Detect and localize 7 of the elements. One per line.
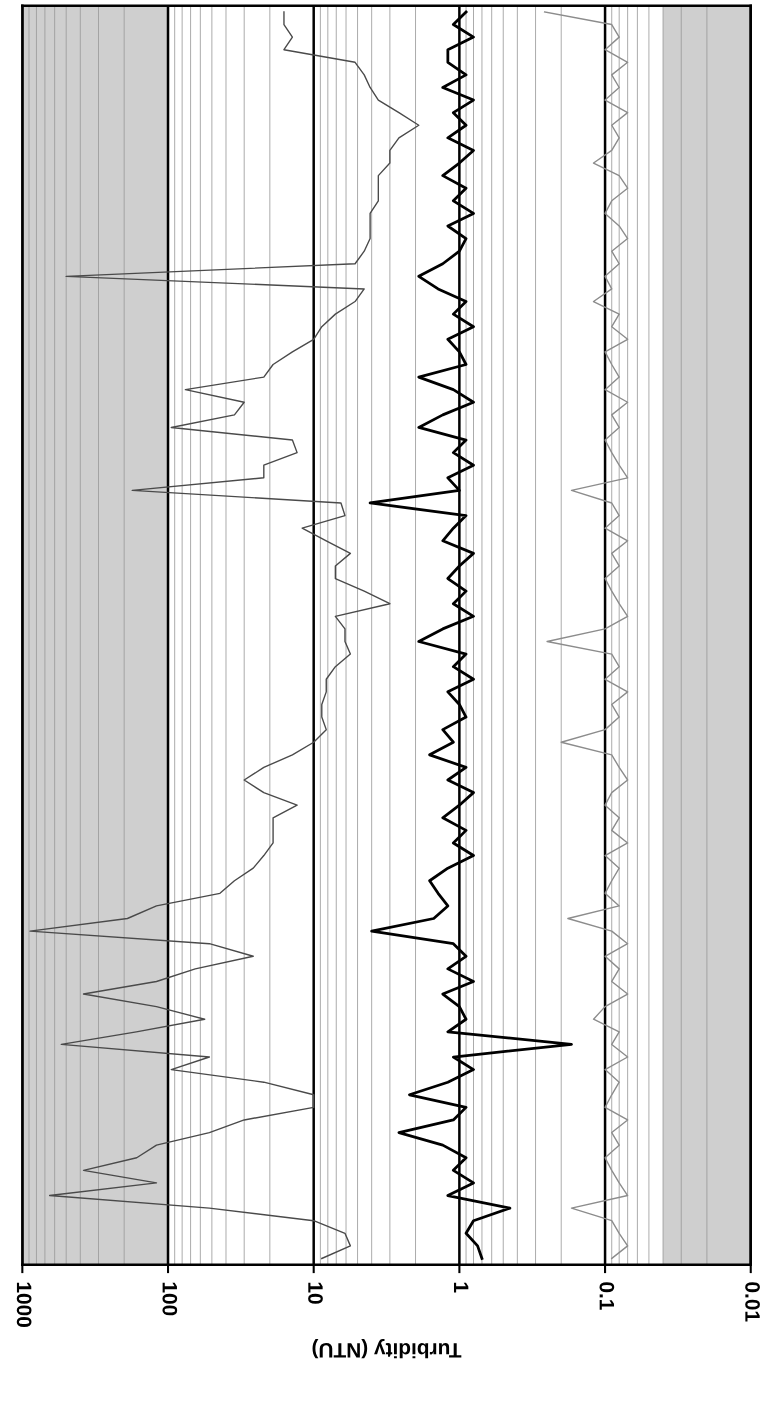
x-tick-label: 1 (453, 1282, 469, 1293)
x-tick-label: 0.01 (745, 1282, 760, 1322)
x-tick-label: 0.1 (599, 1282, 615, 1310)
x-tick-label: 100 (162, 1282, 178, 1316)
x-tick-label: 1000 (16, 1282, 32, 1327)
x-axis-title: Turbidity (NTU) (312, 1338, 462, 1359)
x-tick-label: 10 (308, 1282, 323, 1304)
